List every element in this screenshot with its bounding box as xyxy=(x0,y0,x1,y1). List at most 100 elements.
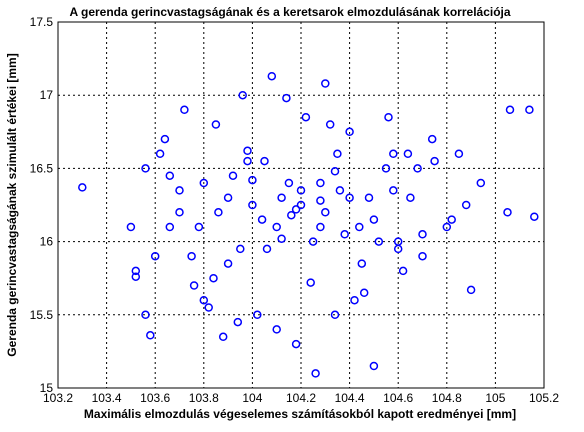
data-point xyxy=(413,164,422,173)
x-tick-label: 104.2 xyxy=(286,391,316,405)
data-point xyxy=(150,251,160,261)
data-point xyxy=(296,186,306,195)
data-point xyxy=(308,237,318,246)
plot-frame xyxy=(57,21,545,389)
data-point xyxy=(374,237,384,246)
data-point xyxy=(330,310,340,320)
data-point xyxy=(165,171,175,180)
data-point xyxy=(505,105,515,115)
data-point xyxy=(316,178,325,188)
data-point xyxy=(357,259,367,268)
data-point xyxy=(355,222,364,232)
data-point xyxy=(442,222,452,232)
data-point xyxy=(340,230,349,239)
data-point xyxy=(296,200,306,210)
data-point xyxy=(406,193,415,202)
data-point xyxy=(384,112,393,122)
data-point xyxy=(277,234,286,243)
y-tick-label: 17 xyxy=(40,88,54,102)
data-point xyxy=(277,193,286,202)
data-point xyxy=(301,112,311,122)
data-point xyxy=(291,339,301,349)
data-points xyxy=(78,71,539,378)
data-point xyxy=(430,156,439,166)
data-point xyxy=(418,251,427,261)
data-point xyxy=(180,105,189,115)
data-point xyxy=(146,331,155,340)
data-point xyxy=(325,120,335,129)
data-point xyxy=(199,295,209,305)
data-point xyxy=(466,285,476,295)
data-point xyxy=(333,149,342,159)
data-point xyxy=(238,90,247,100)
y-tick-label: 16 xyxy=(40,235,54,249)
data-point xyxy=(199,178,209,188)
data-point xyxy=(321,79,330,88)
data-point xyxy=(364,193,374,202)
x-tick-label: 104 xyxy=(242,391,262,405)
data-point xyxy=(218,332,228,342)
data-point xyxy=(160,134,170,144)
data-point xyxy=(214,208,223,217)
x-axis-ticks: 103.2 103.4 103.6 103.8 104 104.2 104.4 104.6 10… xyxy=(43,391,559,405)
data-point xyxy=(461,200,471,210)
data-point xyxy=(131,272,141,281)
data-point xyxy=(126,222,136,232)
data-point xyxy=(233,317,243,327)
data-point xyxy=(398,266,408,276)
y-tick-label: 15.5 xyxy=(30,308,54,322)
data-point xyxy=(236,244,245,254)
data-point xyxy=(418,230,427,239)
data-point xyxy=(155,149,165,159)
data-point xyxy=(403,149,413,159)
x-tick-label: 105.2 xyxy=(529,391,559,405)
data-point xyxy=(427,134,437,144)
data-point xyxy=(223,193,233,202)
data-point xyxy=(78,183,87,192)
data-point xyxy=(345,193,354,202)
data-point xyxy=(243,146,252,156)
x-tick-label: 104.6 xyxy=(383,391,413,405)
data-point xyxy=(248,175,257,185)
grid xyxy=(58,22,544,388)
x-axis-label: Maximális elmozdulás végeselemes számítá… xyxy=(84,407,516,421)
data-point xyxy=(359,288,369,298)
x-tick-label: 103.6 xyxy=(140,391,170,405)
data-point xyxy=(194,222,204,232)
data-point xyxy=(369,361,379,371)
data-point xyxy=(530,212,539,221)
data-point xyxy=(141,164,150,173)
data-point xyxy=(209,273,218,283)
data-point xyxy=(476,178,486,188)
data-point xyxy=(131,266,141,276)
data-point xyxy=(369,215,379,224)
data-point xyxy=(223,259,233,268)
data-point xyxy=(267,71,277,81)
data-point xyxy=(311,369,320,378)
y-tick-label: 16.5 xyxy=(30,161,54,175)
y-tick-label: 17.5 xyxy=(30,15,54,29)
data-point xyxy=(175,208,184,217)
data-point xyxy=(447,215,456,224)
x-tick-label: 104.8 xyxy=(432,391,462,405)
data-point xyxy=(257,215,267,224)
data-point xyxy=(381,164,391,173)
data-point xyxy=(389,149,398,159)
data-point xyxy=(345,127,354,137)
data-point xyxy=(262,244,272,254)
x-tick-label: 104.4 xyxy=(335,391,365,405)
x-tick-label: 103.8 xyxy=(189,391,219,405)
x-tick-label: 103.4 xyxy=(92,391,122,405)
data-point xyxy=(253,310,262,320)
x-tick-label: 105 xyxy=(485,391,505,405)
data-point xyxy=(330,167,340,176)
data-point xyxy=(291,205,301,214)
data-point xyxy=(187,251,196,261)
data-point xyxy=(165,222,175,232)
data-point xyxy=(260,156,269,166)
y-axis-ticks: 15 15.5 16 16.5 17 17.5 xyxy=(30,15,54,395)
data-point xyxy=(141,310,150,320)
data-point xyxy=(321,208,330,217)
data-point xyxy=(316,222,325,232)
